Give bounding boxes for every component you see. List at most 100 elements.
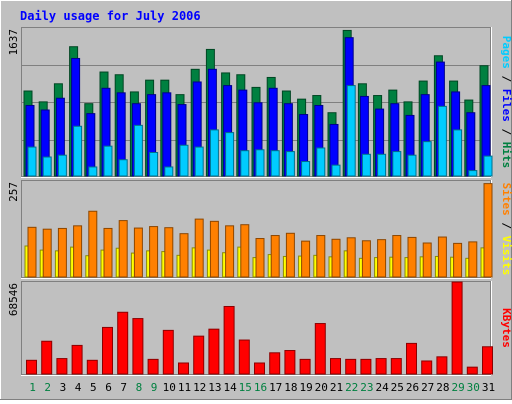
bar-kbytes-day-20: [314, 323, 326, 375]
bar-sites-day-2: [42, 228, 52, 278]
day-label-8: 8: [136, 381, 143, 394]
day-label-7: 7: [120, 381, 127, 394]
bar-sites-day-29: [453, 242, 463, 278]
day-label-23: 23: [360, 381, 373, 394]
bar-pages-day-5: [88, 166, 98, 177]
bar-sites-day-4: [73, 225, 83, 278]
bar-kbytes-day-24: [375, 358, 387, 375]
series-label-kbytes: KBytes: [500, 308, 512, 348]
day-label-19: 19: [299, 381, 312, 394]
bar-sites-day-19: [301, 240, 311, 278]
bar-kbytes-day-14: [223, 305, 235, 375]
bar-sites-day-5: [88, 210, 98, 278]
series-label-separator: /: [500, 69, 512, 89]
panel-1-series-label: Pages / Files / Hits: [500, 36, 512, 169]
bar-kbytes-day-27: [421, 360, 433, 375]
bar-kbytes-day-4: [71, 344, 83, 375]
day-label-10: 10: [163, 381, 176, 394]
bar-kbytes-day-6: [102, 326, 113, 375]
bar-sites-day-3: [57, 227, 67, 278]
series-label-sites: Sites: [500, 183, 512, 216]
bar-kbytes-day-18: [284, 350, 296, 375]
bar-sites-day-14: [225, 225, 235, 278]
bar-pages-day-19: [301, 161, 311, 177]
series-label-separator: /: [500, 216, 512, 236]
bar-pages-day-16: [255, 149, 265, 177]
bar-kbytes-day-1: [26, 359, 37, 375]
bar-sites-day-26: [407, 236, 417, 278]
bar-sites-day-7: [118, 220, 128, 278]
day-label-22: 22: [345, 381, 358, 394]
bar-sites-day-1: [27, 226, 37, 278]
bar-kbytes-day-25: [390, 358, 402, 375]
bar-kbytes-day-30: [466, 366, 478, 375]
day-label-11: 11: [178, 381, 191, 394]
bar-pages-day-31: [483, 155, 493, 177]
day-label-20: 20: [315, 381, 328, 394]
bar-pages-day-18: [285, 151, 295, 177]
bar-sites-day-11: [179, 233, 189, 278]
bar-kbytes-day-26: [406, 342, 417, 375]
bar-kbytes-day-19: [299, 358, 311, 375]
bar-kbytes-day-23: [360, 358, 372, 375]
bar-sites-day-15: [240, 224, 250, 278]
bar-sites-day-30: [468, 241, 478, 278]
bar-pages-day-10: [164, 166, 174, 177]
panel-1-max-label: 1637: [7, 29, 20, 56]
day-label-16: 16: [254, 381, 267, 394]
bar-pages-day-12: [194, 146, 204, 177]
bar-pages-day-3: [57, 154, 67, 177]
bar-kbytes-day-5: [86, 359, 98, 375]
bar-sites-day-18: [285, 232, 295, 278]
bar-pages-day-21: [331, 164, 341, 177]
bar-kbytes-day-9: [147, 358, 159, 375]
bar-pages-day-25: [392, 151, 402, 177]
series-label-separator: /: [500, 122, 512, 142]
day-label-17: 17: [269, 381, 282, 394]
bar-kbytes-day-21: [330, 358, 341, 375]
day-label-6: 6: [105, 381, 112, 394]
bar-sites-day-10: [164, 227, 174, 278]
chart-title: Daily usage for July 2006: [20, 9, 201, 23]
day-label-5: 5: [90, 381, 97, 394]
bar-pages-day-22: [346, 85, 356, 177]
bar-kbytes-day-17: [269, 352, 281, 375]
bar-pages-day-2: [42, 156, 52, 177]
day-label-25: 25: [391, 381, 404, 394]
bar-sites-day-9: [149, 226, 159, 278]
day-label-12: 12: [193, 381, 206, 394]
bar-kbytes-day-28: [436, 356, 448, 375]
panel-3-series-label: KBytes: [500, 308, 512, 348]
bar-pages-day-8: [133, 124, 143, 177]
bar-sites-day-20: [316, 235, 326, 278]
day-label-24: 24: [375, 381, 389, 394]
series-label-visits: Visits: [500, 236, 512, 276]
bar-sites-day-6: [103, 227, 113, 278]
bar-pages-day-26: [407, 154, 417, 177]
bar-pages-day-14: [225, 132, 235, 177]
bar-pages-day-9: [149, 151, 159, 177]
day-label-4: 4: [75, 381, 82, 394]
series-label-files: Files: [500, 89, 512, 122]
bar-pages-day-29: [453, 129, 463, 177]
bar-kbytes-day-2: [41, 340, 53, 375]
day-label-31: 31: [482, 381, 495, 394]
bar-files-day-30: [466, 112, 476, 177]
bar-kbytes-day-13: [208, 328, 220, 375]
bar-sites-day-13: [209, 220, 219, 278]
bar-pages-day-15: [240, 150, 250, 177]
bar-pages-day-30: [468, 170, 478, 177]
bar-kbytes-day-8: [132, 318, 144, 375]
bar-sites-day-8: [133, 227, 143, 278]
bar-pages-day-6: [103, 145, 113, 177]
bar-sites-day-24: [377, 239, 387, 278]
bar-sites-day-28: [437, 236, 447, 278]
panel-2-max-label: 257: [7, 182, 20, 202]
bar-sites-day-21: [331, 238, 341, 278]
bar-kbytes-day-11: [178, 362, 189, 375]
bar-sites-day-27: [422, 242, 432, 278]
day-label-13: 13: [208, 381, 221, 394]
day-label-28: 28: [436, 381, 449, 394]
day-label-14: 14: [223, 381, 237, 394]
